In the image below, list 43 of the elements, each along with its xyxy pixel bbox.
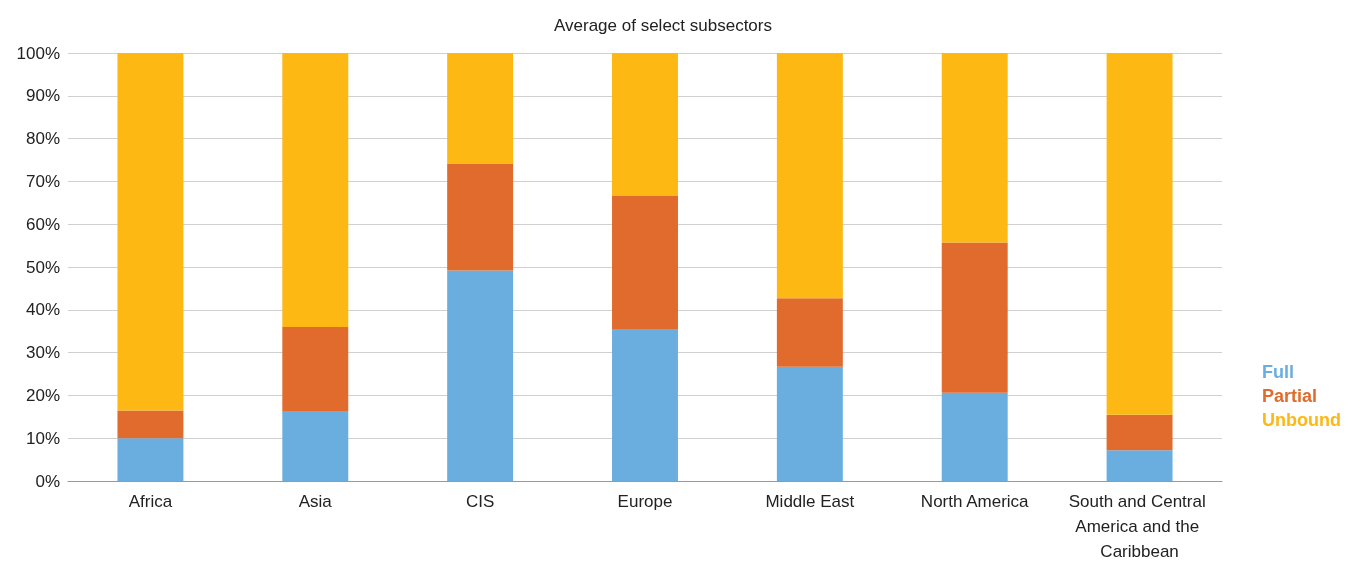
- bar: [941, 242, 1008, 393]
- y-tick-label: 70%: [25, 171, 60, 191]
- text: Unbound: [1262, 410, 1342, 430]
- bar: [282, 53, 349, 327]
- bar: [117, 410, 184, 439]
- x-tick-label: North America: [920, 492, 1030, 511]
- bar: [776, 298, 843, 367]
- y-tick-label: 0%: [35, 471, 60, 491]
- bar: [1106, 53, 1173, 415]
- bar: [1106, 414, 1173, 451]
- bar: [447, 53, 514, 164]
- y-tick-label: 50%: [25, 257, 60, 277]
- bar: [941, 53, 1008, 243]
- x-tick-label: South and Central America and the Caribbean: [1068, 492, 1211, 561]
- bar: [447, 270, 514, 481]
- bar: [941, 392, 1008, 481]
- bar: [612, 53, 678, 196]
- text: Partial: [1262, 386, 1318, 406]
- x-tick-label: Middle East: [765, 492, 855, 511]
- bar: [776, 53, 843, 299]
- bar: [776, 366, 843, 481]
- y-tick-label: 90%: [25, 86, 60, 106]
- bar: [447, 163, 514, 271]
- bar: [117, 438, 184, 481]
- bar: [282, 411, 349, 481]
- y-tick-label: 80%: [25, 129, 60, 149]
- y-tick-label: 30%: [25, 343, 60, 363]
- y-tick-label: 20%: [25, 385, 60, 405]
- y-tick-label: 40%: [25, 300, 60, 320]
- x-tick-label: Asia: [298, 492, 333, 511]
- y-tick-label: 100%: [16, 43, 60, 63]
- bar: [612, 195, 678, 330]
- chart-title: Average of select subsectors: [554, 16, 772, 35]
- bar: [612, 329, 678, 481]
- x-tick-label: CIS: [465, 492, 495, 511]
- x-tick-label: Europe: [617, 492, 673, 511]
- y-tick-label: 60%: [25, 214, 60, 234]
- bar: [117, 53, 184, 411]
- x-tick-label: Africa: [128, 492, 173, 511]
- bar: [1106, 450, 1173, 481]
- text: Full: [1262, 362, 1295, 382]
- y-tick-label: 10%: [25, 428, 60, 448]
- bar: [282, 326, 349, 412]
